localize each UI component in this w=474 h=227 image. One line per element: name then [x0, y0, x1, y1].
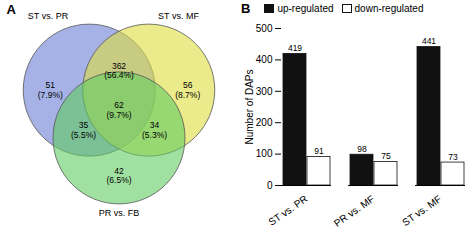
- svg-text:419: 419: [288, 43, 302, 53]
- svg-text:PR vs. MF: PR vs. MF: [332, 193, 377, 227]
- svg-text:300: 300: [256, 86, 273, 97]
- svg-text:500: 500: [256, 23, 273, 34]
- html-text:up-regulated: up-regulated: [277, 2, 334, 14]
- svg-text:200: 200: [256, 117, 273, 128]
- svg-text:91: 91: [314, 146, 324, 156]
- svg-text:34(5.3%)5.3: 34(5.3%)5.3: [142, 120, 167, 139]
- svg-text:441: 441: [422, 36, 436, 46]
- svg-text:51(7.9%)7.9: 51(7.9%)7.9: [38, 80, 63, 99]
- svg-text:98: 98: [357, 144, 367, 154]
- svg-text:ST vs. MF: ST vs. MF: [158, 11, 199, 21]
- html-text:B: B: [241, 0, 251, 16]
- svg-text:PR vs. FB: PR vs. FB: [99, 208, 140, 218]
- svg-text:75: 75: [381, 151, 391, 161]
- svg-text:56(8.7%)8.7: 56(8.7%)8.7: [175, 80, 200, 99]
- svg-text:Number of DAPs: Number of DAPs: [244, 69, 255, 144]
- svg-text:ST vs. PR: ST vs. PR: [28, 11, 69, 21]
- svg-text:42(6.5%)6.5: 42(6.5%)6.5: [106, 166, 131, 185]
- svg-text:100: 100: [256, 148, 273, 159]
- html-text:down-regulated: down-regulated: [354, 2, 424, 14]
- svg-text:ST vs. MF: ST vs. MF: [400, 193, 443, 227]
- svg-text:400: 400: [256, 54, 273, 65]
- svg-text:362(56.4%)56.4: 362(56.4%)56.4: [104, 61, 134, 80]
- svg-text:62(9.7%)9.7: 62(9.7%)9.7: [106, 100, 131, 119]
- svg-text:73: 73: [448, 152, 458, 162]
- svg-text:A: A: [7, 2, 17, 17]
- svg-text:0: 0: [267, 180, 273, 191]
- svg-text:35(5.5%)5.5: 35(5.5%)5.5: [71, 120, 96, 139]
- svg-text:ST vs. PR: ST vs. PR: [266, 193, 309, 227]
